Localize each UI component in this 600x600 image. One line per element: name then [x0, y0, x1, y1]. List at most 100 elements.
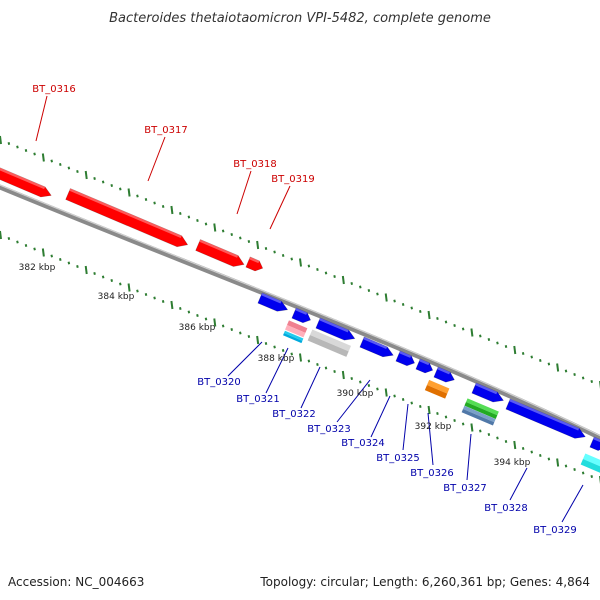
gene-bt-0327b-feature[interactable]	[461, 405, 496, 426]
outer-ring-major-tick	[556, 363, 560, 372]
outer-ring-minor-tick	[521, 352, 525, 355]
gene-label-bt-0329[interactable]: BT_0329	[533, 525, 576, 536]
outer-ring-minor-tick	[436, 317, 439, 320]
gene-label-bt-0316[interactable]: BT_0316	[32, 84, 75, 95]
outer-ring-minor-tick	[376, 292, 379, 296]
scale-label: 384 kbp	[98, 292, 135, 302]
inner-ring-minor-tick	[479, 429, 482, 433]
gene-label-bt-0317[interactable]: BT_0317	[144, 125, 187, 136]
inner-ring-minor-tick	[264, 342, 268, 345]
gene-bt-0329a-feature[interactable]	[589, 436, 600, 453]
leader-line-bt-0329	[561, 484, 584, 523]
gene-bt-0322a-feature[interactable]	[315, 317, 357, 344]
outer-ring-minor-tick	[93, 177, 96, 180]
leader-line-bt-0319	[269, 185, 291, 230]
gene-bt-0324a-feature[interactable]	[395, 350, 417, 368]
outer-ring-minor-tick	[273, 250, 276, 254]
gene-callouts: BT_0316 BT_0317 BT_0318 BT_0319 BT_0320 BT_03…	[32, 84, 584, 536]
outer-ring-minor-tick	[187, 215, 191, 219]
gene-bt-0321-feature[interactable]	[285, 320, 308, 338]
leader-line-bt-0316	[35, 95, 48, 142]
inner-ring-major-tick	[41, 248, 45, 257]
outer-ring-minor-tick	[410, 306, 413, 310]
inner-ring-minor-tick	[410, 401, 413, 405]
gene-label-bt-0320[interactable]: BT_0320	[197, 377, 240, 388]
gene-bt-0325a-feature[interactable]	[415, 358, 435, 375]
outer-ring-minor-tick	[539, 359, 542, 362]
outer-ring-major-tick	[384, 293, 388, 302]
gene-label-bt-0319[interactable]: BT_0319	[271, 174, 314, 185]
outer-ring-minor-tick	[33, 152, 36, 156]
gene-label-bt-0327[interactable]: BT_0327	[443, 483, 486, 494]
scale-label: 392 kbp	[415, 422, 452, 432]
gene-bt-0318-feature[interactable]	[195, 239, 247, 270]
outer-ring-minor-tick	[419, 310, 422, 313]
outer-ring-minor-tick	[7, 142, 11, 145]
gene-bt-0322-feature[interactable]	[307, 329, 352, 357]
gene-bt-0321b-feature[interactable]	[283, 330, 304, 344]
outer-ring-minor-tick	[110, 184, 113, 187]
inner-ring-major-tick	[341, 370, 345, 380]
gene-bt-0321a-feature[interactable]	[291, 307, 313, 325]
outer-ring-minor-tick	[581, 376, 585, 380]
gene-bt-0327-feature[interactable]	[464, 398, 499, 419]
inner-ring-minor-tick	[153, 296, 156, 300]
inner-ring-minor-tick	[401, 398, 405, 401]
outer-ring-minor-tick	[179, 212, 182, 215]
inner-ring-minor-tick	[110, 279, 113, 282]
outer-ring-minor-tick	[264, 247, 268, 250]
outer-ring-minor-tick	[161, 205, 165, 208]
inner-ring-minor-tick	[444, 415, 448, 419]
gene-label-bt-0318[interactable]: BT_0318	[233, 159, 276, 170]
inner-ring-minor-tick	[119, 282, 122, 286]
gene-bt-0317-feature[interactable]	[65, 188, 190, 250]
inner-ring-minor-tick	[461, 422, 465, 426]
outer-ring-minor-tick	[530, 355, 533, 359]
gene-bt-0327a-feature[interactable]	[471, 382, 506, 406]
gene-bt-0326a-feature[interactable]	[433, 366, 457, 385]
inner-ring-minor-tick	[316, 363, 319, 366]
gene-label-bt-0325[interactable]: BT_0325	[376, 453, 419, 464]
inner-ring-minor-tick	[247, 335, 251, 338]
gene-bt-0320-feature[interactable]	[257, 292, 290, 315]
outer-ring-minor-tick	[359, 285, 362, 289]
gene-label-bt-0322[interactable]: BT_0322	[272, 409, 315, 420]
inner-ring-minor-tick	[50, 254, 53, 258]
gene-bt-0328a-feature[interactable]	[505, 398, 588, 442]
outer-ring-minor-tick	[76, 170, 79, 173]
inner-ring-minor-tick	[136, 289, 139, 293]
gene-label-bt-0328[interactable]: BT_0328	[484, 503, 527, 514]
scale-label: 386 kbp	[179, 323, 216, 333]
gene-bt-0329-feature[interactable]	[580, 453, 600, 474]
inner-ring-minor-tick	[504, 440, 508, 443]
gene-bt-0319-feature[interactable]	[245, 256, 265, 273]
inner-ring-minor-tick	[33, 247, 36, 251]
inner-ring-minor-tick	[573, 468, 576, 471]
gene-bt-0323a-feature[interactable]	[359, 336, 396, 360]
gene-label-bt-0323[interactable]: BT_0323	[307, 424, 350, 435]
gene-bt-0316-feature[interactable]	[0, 166, 53, 201]
outer-ring-minor-tick	[50, 159, 53, 163]
inner-ring-major-tick	[556, 458, 560, 467]
leader-line-bt-0325	[402, 403, 409, 451]
leader-line-bt-0321	[265, 347, 289, 394]
accession-text: Accession: NC_004663	[8, 575, 144, 589]
outer-ring-minor-tick	[367, 289, 371, 292]
gene-bt-0326-feature[interactable]	[424, 379, 450, 399]
scale-labels: 382 kbp 384 kbp 386 kbp 388 kbp 390 kbp 392 k…	[19, 263, 531, 468]
gene-label-bt-0324[interactable]: BT_0324	[341, 438, 384, 449]
outer-ring-minor-tick	[590, 380, 593, 383]
inner-ring-minor-tick	[290, 352, 293, 356]
inner-ring-minor-tick	[564, 464, 568, 468]
outer-ring-major-tick	[213, 223, 217, 232]
gene-label-bt-0326[interactable]: BT_0326	[410, 468, 453, 479]
inner-ring-minor-tick	[539, 454, 542, 457]
gene-label-bt-0321[interactable]: BT_0321	[236, 394, 279, 405]
map-title: Bacteroides thetaiotaomicron VPI-5482, c…	[109, 11, 491, 26]
outer-ring-minor-tick	[153, 201, 156, 205]
inner-ring-minor-tick	[307, 359, 311, 363]
leader-line-bt-0328	[509, 467, 528, 501]
outer-ring-major-tick	[256, 240, 260, 250]
outer-ring-minor-tick	[307, 264, 311, 268]
